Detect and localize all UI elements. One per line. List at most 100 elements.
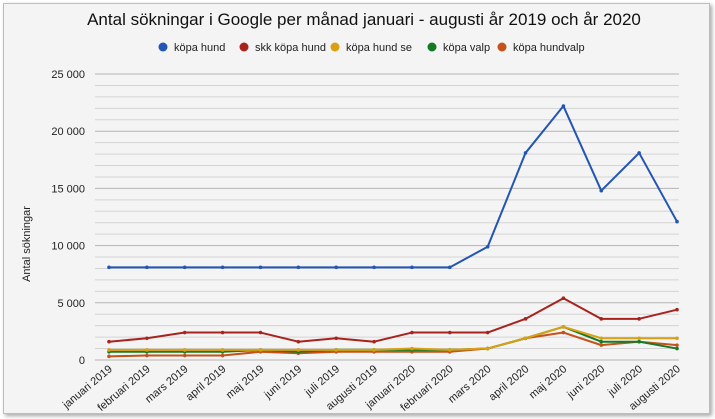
- data-point: [410, 330, 414, 335]
- data-point: [107, 348, 111, 352]
- data-point: [561, 325, 566, 329]
- legend-label: köpa hundvalp: [513, 42, 585, 54]
- legend-marker: [158, 42, 168, 52]
- series-line: [109, 325, 677, 351]
- data-point: [523, 336, 528, 341]
- y-tick-label: 5 000: [57, 298, 85, 310]
- data-point: [448, 330, 452, 335]
- legend-item: köpa valp: [427, 42, 490, 54]
- data-point: [637, 336, 641, 341]
- data-point: [296, 348, 301, 352]
- legend-item: köpa hund: [158, 42, 225, 54]
- data-point: [485, 346, 490, 351]
- x-tick-label: juni 2020: [565, 363, 608, 402]
- legend-item: köpa hundvalp: [497, 42, 585, 54]
- data-point: [523, 151, 528, 155]
- y-tick-label: 15 000: [51, 183, 85, 195]
- grid-lines: [95, 73, 679, 361]
- data-point: [296, 339, 301, 344]
- line-chart: Antal sökningar i Google per månad janua…: [21, 10, 683, 414]
- data-point: [448, 265, 452, 270]
- data-point: [410, 346, 414, 351]
- legend: köpa hund skk köpa hund köpa hund se köpa v…: [158, 42, 585, 54]
- data-point: [182, 330, 187, 335]
- legend-label: köpa hund: [174, 42, 225, 54]
- data-point: [182, 353, 187, 358]
- data-point: [258, 265, 263, 270]
- series-line: [108, 331, 678, 358]
- data-point: [334, 336, 339, 341]
- data-point: [599, 336, 604, 341]
- series: [107, 104, 679, 270]
- chart-title: Antal sökningar i Google per månad janua…: [87, 10, 641, 29]
- data-point: [182, 348, 187, 352]
- data-point: [485, 244, 490, 249]
- data-point: [675, 219, 679, 224]
- data-point: [107, 265, 111, 270]
- y-axis-label: Antal sökningar: [21, 206, 33, 282]
- x-tick-label: april 2020: [487, 363, 532, 403]
- data-point: [523, 317, 528, 321]
- y-tick-label: 20 000: [51, 126, 85, 138]
- data-point: [372, 339, 376, 344]
- data-point: [675, 346, 679, 351]
- legend-marker: [427, 42, 437, 52]
- series-lines: [107, 104, 679, 359]
- data-point: [220, 265, 225, 270]
- chart-frame: Antal sökningar i Google per månad janua…: [3, 3, 710, 414]
- data-point: [561, 296, 566, 301]
- data-point: [485, 330, 490, 335]
- legend-label: köpa hund se: [346, 42, 412, 54]
- data-point: [145, 265, 149, 270]
- data-point: [372, 265, 376, 270]
- data-point: [107, 339, 111, 344]
- data-point: [410, 265, 414, 270]
- legend-marker: [497, 42, 507, 52]
- y-axis-ticks: 0 5 000 10 000 15 000 20 000 25 000: [51, 69, 85, 367]
- data-point: [334, 265, 339, 270]
- data-point: [637, 339, 641, 344]
- legend-marker: [330, 42, 340, 52]
- data-point: [599, 188, 604, 193]
- data-point: [372, 348, 376, 352]
- data-point: [599, 339, 604, 344]
- legend-item: skk köpa hund: [239, 42, 326, 54]
- series: [107, 296, 679, 344]
- data-point: [220, 348, 225, 352]
- data-point: [675, 336, 679, 341]
- legend-label: köpa valp: [443, 42, 490, 54]
- series: [107, 325, 679, 352]
- data-point: [107, 354, 111, 359]
- series-line: [109, 105, 678, 269]
- data-point: [220, 353, 225, 358]
- legend-marker: [239, 42, 249, 52]
- x-tick-label: maj 2019: [224, 363, 266, 401]
- data-point: [220, 330, 225, 335]
- data-point: [145, 353, 149, 358]
- y-tick-label: 0: [79, 355, 85, 367]
- data-point: [675, 307, 679, 312]
- data-point: [182, 265, 187, 270]
- data-point: [637, 151, 641, 155]
- y-tick-label: 10 000: [51, 241, 85, 253]
- data-point: [675, 343, 679, 347]
- data-point: [561, 330, 566, 335]
- data-point: [448, 348, 452, 352]
- legend-item: köpa hund se: [330, 42, 412, 54]
- series-line: [109, 325, 678, 353]
- x-tick-label: juni 2019: [262, 363, 305, 402]
- data-point: [599, 343, 604, 347]
- series-line: [108, 297, 678, 343]
- x-tick-label: maj 2020: [527, 363, 569, 401]
- data-point: [561, 104, 566, 108]
- data-point: [145, 348, 149, 352]
- legend-label: skk köpa hund: [255, 42, 326, 54]
- data-point: [599, 317, 604, 321]
- data-point: [258, 330, 263, 335]
- data-point: [145, 336, 149, 341]
- data-point: [258, 348, 263, 352]
- data-point: [296, 265, 301, 270]
- x-tick-label: april 2019: [184, 363, 229, 403]
- data-point: [637, 317, 641, 321]
